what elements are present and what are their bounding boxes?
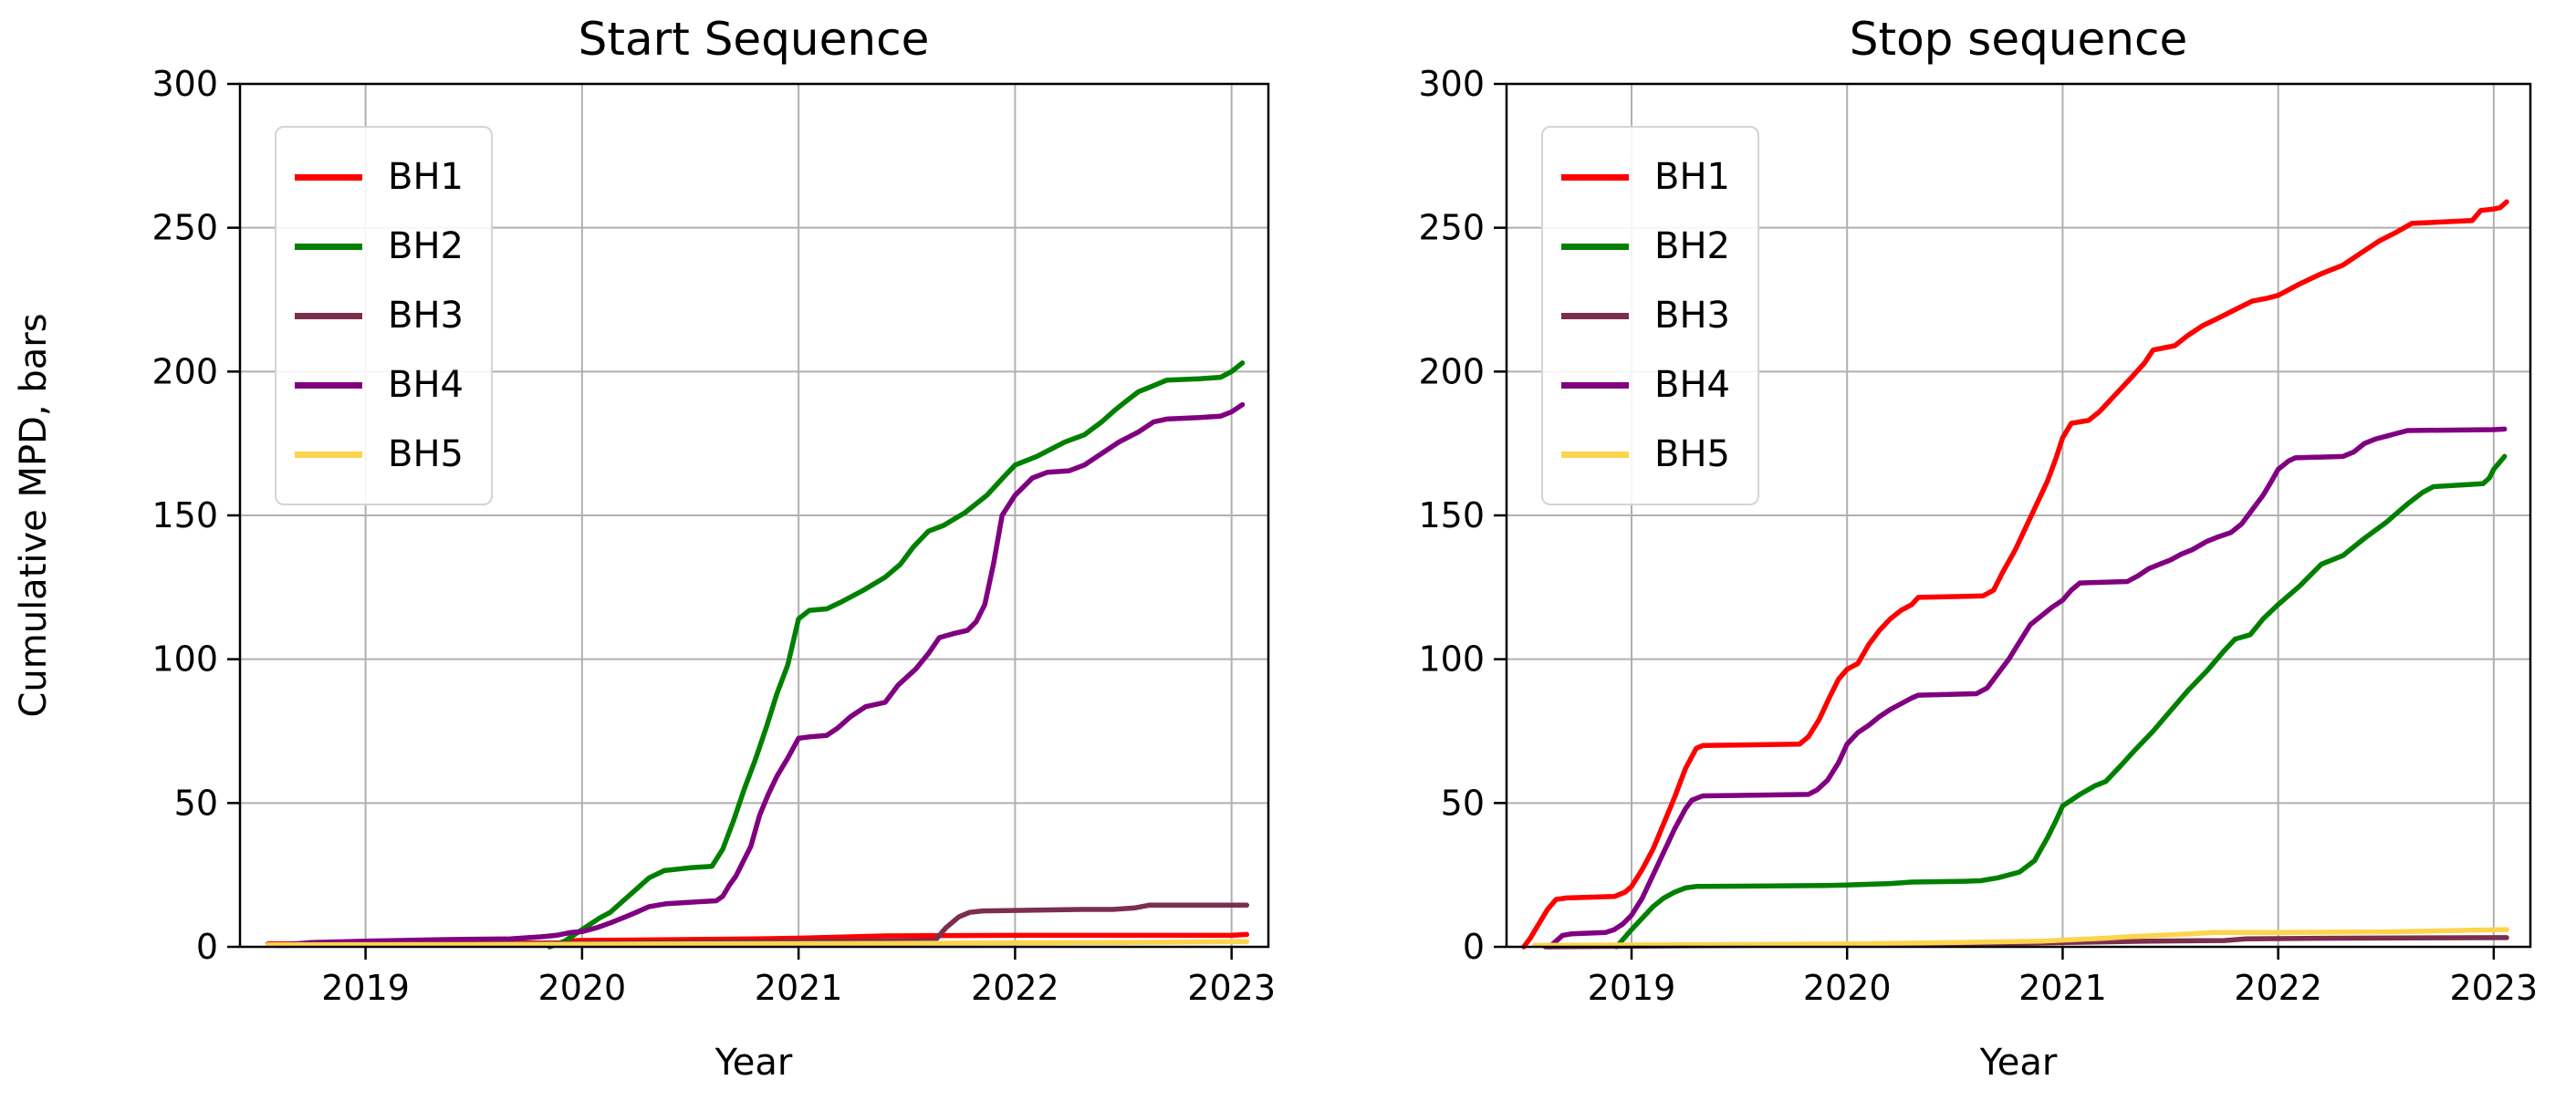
x-tick-label: 2022 xyxy=(2234,968,2322,1008)
legend-item-bh2: BH2 xyxy=(295,212,464,281)
legend-item-bh1: BH1 xyxy=(1561,142,1730,212)
legend-swatch-bh4 xyxy=(295,381,362,389)
legend-swatch-bh3 xyxy=(295,312,362,319)
legend-label-bh5: BH5 xyxy=(1654,433,1730,475)
legend-item-bh3: BH3 xyxy=(295,281,464,350)
y-tick-label: 50 xyxy=(174,783,218,823)
legend-swatch-bh1 xyxy=(1561,173,1629,181)
y-tick-label: 0 xyxy=(1463,927,1485,967)
plot-area-stop: 2019 2020 2021 2022 2023 0 50 100 150 200 250 300 xyxy=(1418,64,2538,1008)
legend-swatch-bh2 xyxy=(1561,243,1629,250)
legend-label-bh4: BH4 xyxy=(1654,364,1730,406)
y-tick-label: 50 xyxy=(1441,783,1485,823)
x-axis-label-start: Year xyxy=(714,1042,793,1084)
x-tick-label: 2021 xyxy=(755,968,843,1008)
legend-label-bh3: BH3 xyxy=(1654,295,1730,337)
legend-swatch-bh3 xyxy=(1561,312,1629,319)
legend-item-bh4: BH4 xyxy=(1561,350,1730,420)
y-tick-label: 150 xyxy=(1418,495,1485,535)
legend-start-sequence: BH1 BH2 BH3 BH4 BH5 xyxy=(275,126,493,505)
y-tick-label: 200 xyxy=(1418,351,1485,391)
y-tick-label: 100 xyxy=(1418,639,1485,680)
series-line-bh4 xyxy=(1547,426,2508,950)
y-tick-label: 200 xyxy=(151,351,218,391)
y-tick-label: 300 xyxy=(151,64,218,104)
series-line-bh1 xyxy=(1521,199,2509,950)
x-tick-label: 2023 xyxy=(1187,968,1276,1008)
series-line-bh5 xyxy=(266,939,1250,948)
x-tick-label: 2022 xyxy=(971,968,1059,1008)
y-tick-label: 250 xyxy=(151,208,218,248)
y-tick-label: 150 xyxy=(151,495,218,535)
x-tick-label: 2020 xyxy=(538,968,627,1008)
legend-label-bh3: BH3 xyxy=(388,295,464,337)
legend-label-bh2: BH2 xyxy=(388,225,464,267)
legend-item-bh3: BH3 xyxy=(1561,281,1730,350)
x-tick-label: 2020 xyxy=(1803,968,1892,1008)
y-tick-label: 0 xyxy=(196,927,218,967)
y-tick-label: 300 xyxy=(1418,64,1485,104)
series-line-bh5 xyxy=(1531,927,2509,949)
legend-swatch-bh2 xyxy=(295,243,362,250)
legend-item-bh2: BH2 xyxy=(1561,212,1730,281)
legend-swatch-bh1 xyxy=(295,173,362,181)
legend-item-bh4: BH4 xyxy=(295,350,464,420)
series-line-bh2 xyxy=(1613,453,2508,950)
series-line-bh4 xyxy=(276,401,1246,949)
legend-label-bh4: BH4 xyxy=(388,364,464,406)
legend-swatch-bh4 xyxy=(1561,381,1629,389)
legend-label-bh5: BH5 xyxy=(388,433,464,475)
series-line-bh2 xyxy=(547,360,1246,950)
legend-item-bh5: BH5 xyxy=(295,420,464,489)
y-tick-label: 250 xyxy=(1418,208,1485,248)
legend-item-bh5: BH5 xyxy=(1561,420,1730,489)
x-tick-label: 2019 xyxy=(1588,968,1676,1008)
plot-area-start: 2019 2020 2021 2022 2023 0 50 100 150 200 250 300 xyxy=(151,64,1276,1008)
x-tick-label: 2019 xyxy=(321,968,410,1008)
legend-item-bh1: BH1 xyxy=(295,142,464,212)
legend-label-bh1: BH1 xyxy=(388,156,464,198)
y-axis-label-start: Cumulative MPD, bars xyxy=(13,313,55,717)
chart-stop-sequence: 2019 2020 2021 2022 2023 0 50 100 150 200 250 300 S… xyxy=(1418,13,2538,1084)
legend-label-bh1: BH1 xyxy=(1654,156,1730,198)
chart-title-stop: Stop sequence xyxy=(1850,13,2188,66)
x-tick-label: 2023 xyxy=(2449,968,2538,1008)
chart-title-start: Start Sequence xyxy=(579,13,930,66)
legend-swatch-bh5 xyxy=(1561,451,1629,458)
legend-label-bh2: BH2 xyxy=(1654,225,1730,267)
y-tick-label: 100 xyxy=(151,639,218,680)
chart-start-sequence: 2019 2020 2021 2022 2023 0 50 100 150 200 250 300 S… xyxy=(13,13,1276,1084)
legend-stop-sequence: BH1 BH2 BH3 BH4 BH5 xyxy=(1541,126,1759,505)
x-tick-label: 2021 xyxy=(2018,968,2107,1008)
x-axis-label-stop: Year xyxy=(1979,1042,2058,1084)
legend-swatch-bh5 xyxy=(295,451,362,458)
